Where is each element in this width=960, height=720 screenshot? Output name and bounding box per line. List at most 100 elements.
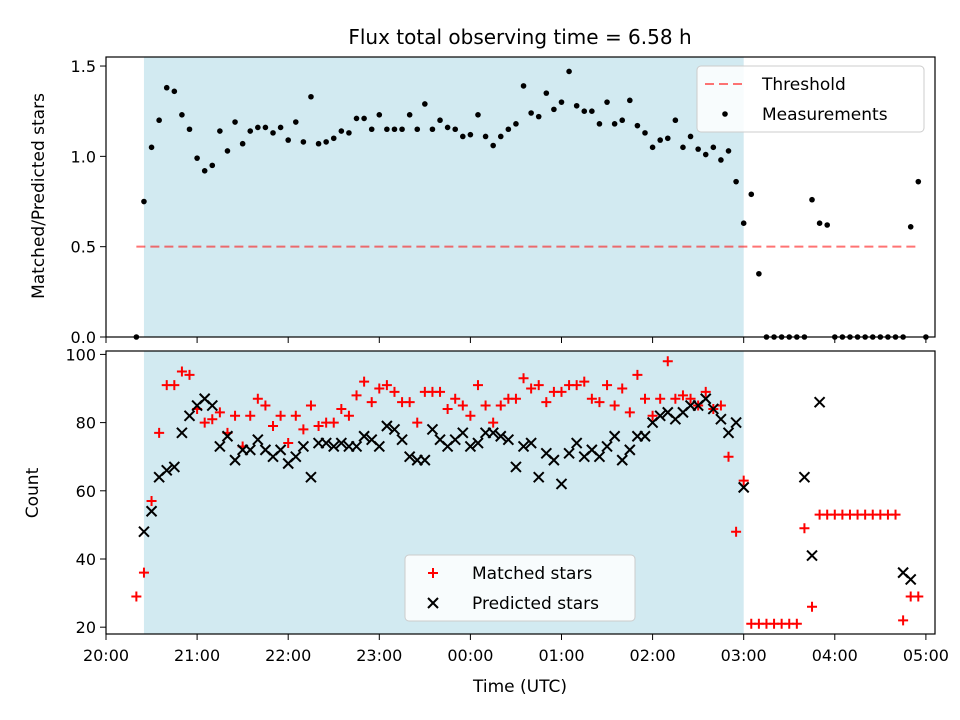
measurements-point: [156, 117, 162, 124]
bottom-y-axis-label: Count: [23, 467, 43, 518]
predicted-stars-point: [464, 440, 477, 453]
matched-stars-point: [662, 356, 673, 367]
legend: Matched stars Predicted stars: [404, 554, 636, 622]
matched-stars-point: [685, 393, 696, 404]
legend-threshold-label: Threshold: [761, 75, 846, 95]
predicted-stars-point: [335, 437, 348, 449]
measurements-point: [816, 220, 823, 226]
matched-stars-point: [275, 410, 286, 421]
matched-stars-point: [723, 451, 734, 462]
measurements-point: [649, 144, 656, 151]
predicted-stars-point: [290, 450, 302, 463]
measurements-point: [687, 133, 694, 140]
measurements-point: [513, 121, 519, 127]
x-tick-label: 22:00: [265, 646, 311, 665]
predicted-stars-point: [229, 454, 241, 466]
x-tick-label: 01:00: [538, 646, 584, 665]
measurements-point: [292, 119, 299, 125]
predicted-stars-point: [715, 413, 727, 425]
measurements-point: [315, 140, 322, 147]
legend-box: [696, 65, 925, 133]
matched-stars-point: [290, 410, 301, 421]
matched-stars-point: [374, 383, 385, 394]
predicted-stars-point: [350, 440, 363, 453]
measurements-point: [148, 144, 155, 151]
predicted-stars-point: [639, 430, 651, 442]
measurements-point: [551, 106, 557, 113]
matched-stars-point: [647, 410, 658, 421]
measurements-point: [702, 151, 709, 158]
predicted-stars-point: [183, 410, 196, 422]
legend-measurements-swatch: [722, 111, 728, 117]
measurements-point: [505, 126, 512, 133]
measurements-point: [566, 68, 572, 75]
legend-predicted-label: Predicted stars: [472, 594, 599, 614]
predicted-stars-point: [495, 430, 507, 442]
y-tick-label: 20: [76, 618, 96, 637]
measurements-point: [558, 99, 565, 105]
measurements-point: [634, 122, 641, 129]
predicted-stars-point: [700, 393, 712, 405]
matched-stars-point: [245, 410, 256, 421]
matched-stars-point: [146, 496, 157, 507]
measurements-point: [467, 131, 474, 138]
measurements-point: [444, 124, 451, 131]
measurements-point: [490, 142, 496, 149]
matched-stars-point: [404, 397, 415, 408]
matched-stars-point: [412, 417, 423, 428]
measurements-point: [642, 130, 648, 136]
matched-stars-point: [268, 421, 279, 432]
matched-stars-point: [199, 417, 210, 428]
measurements-point: [353, 115, 360, 122]
matched-stars-point: [632, 369, 643, 380]
matched-stars-point: [298, 424, 309, 435]
predicted-stars-point: [608, 430, 621, 442]
matched-stars-point: [154, 427, 165, 438]
measurements-point: [346, 130, 352, 136]
matched-stars-point: [207, 414, 218, 425]
measurements-point: [217, 128, 223, 134]
legend-matched-label: Matched stars: [472, 564, 592, 584]
matched-stars-point: [435, 386, 446, 397]
matched-stars-point: [488, 417, 499, 428]
predicted-stars-point: [517, 440, 530, 453]
x-tick-label: 05:00: [903, 646, 949, 665]
predicted-stars-point: [381, 420, 393, 432]
measurements-point: [330, 135, 337, 142]
measurements-point: [611, 121, 618, 127]
matched-stars-point: [738, 475, 749, 486]
matched-stars-point: [526, 383, 537, 394]
measurements-point: [141, 198, 147, 205]
predicted-stars-point: [813, 396, 826, 408]
legend-measurements-label: Measurements: [762, 105, 888, 125]
predicted-stars-point: [320, 437, 332, 449]
matched-stars-point: [343, 410, 354, 421]
y-tick-label: 1.0: [71, 147, 96, 166]
predicted-stars-point: [419, 454, 431, 466]
predicted-stars-point: [510, 461, 522, 473]
matched-stars-point: [176, 366, 187, 377]
measurements-point: [437, 117, 443, 124]
measurements-point: [163, 84, 170, 91]
matched-stars-point: [898, 615, 909, 626]
measurements-point: [452, 126, 459, 133]
matched-stars-point: [807, 601, 818, 612]
measurements-point: [209, 162, 216, 169]
measurements-point: [460, 133, 466, 140]
y-tick-label: 1.5: [71, 57, 96, 76]
measurements-point: [239, 140, 246, 147]
matched-stars-point: [328, 417, 339, 428]
measurements-point: [756, 270, 762, 277]
matched-stars-point: [541, 397, 552, 408]
matched-stars-point: [381, 380, 392, 391]
measurements-point: [680, 144, 686, 151]
x-tick-label: 23:00: [356, 646, 402, 665]
matched-stars-point: [579, 376, 590, 387]
measurements-point: [384, 126, 390, 133]
measurements-point: [725, 148, 732, 154]
x-axis-label: Time (UTC): [472, 677, 567, 697]
measurements-point: [414, 126, 421, 133]
measurements-point: [718, 157, 724, 163]
matched-stars-point: [556, 386, 567, 397]
measurements-point: [657, 137, 663, 143]
